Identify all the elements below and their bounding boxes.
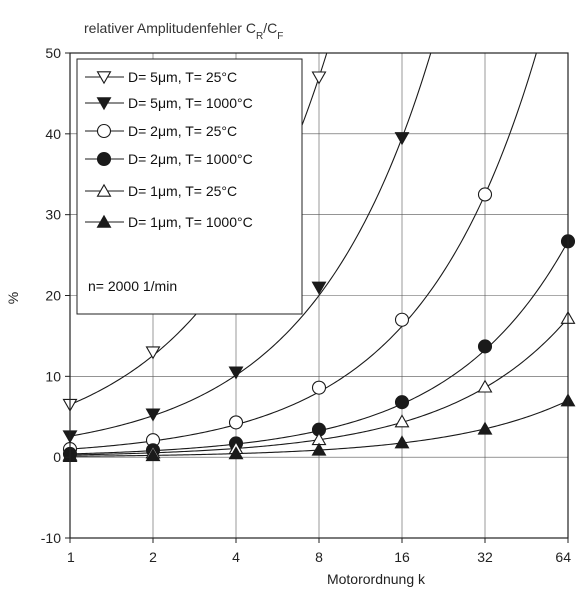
legend-annotation: n= 2000 1/min <box>88 278 177 294</box>
x-tick-label: 4 <box>232 549 240 565</box>
y-tick-labels: -10 0 10 20 30 40 50 <box>41 45 70 546</box>
x-tick-label: 16 <box>394 549 410 565</box>
data-point-series-6 <box>311 442 327 456</box>
data-point-series-1 <box>145 346 161 360</box>
data-point-series-3 <box>394 312 410 327</box>
legend: D= 5μm, T= 25°C D= 5μm, T= 1000°C D= 2μm, … <box>76 58 303 315</box>
legend-label: D= 5μm, T= 1000°C <box>128 95 253 111</box>
legend-label: D= 2μm, T= 25°C <box>128 123 237 139</box>
y-tick-label: -10 <box>41 530 61 546</box>
legend-marker <box>96 123 112 139</box>
legend-label: D= 5μm, T= 25°C <box>128 69 237 85</box>
chart-title: relativer Amplitudenfehler CR/CF <box>84 20 283 42</box>
x-tick-labels: 1 2 4 8 16 32 64 <box>67 538 571 565</box>
legend-marker <box>96 151 112 167</box>
y-tick-label: 50 <box>45 45 61 61</box>
y-axis-label: % <box>5 292 21 304</box>
data-point-series-4 <box>394 395 410 410</box>
data-point-series-3 <box>311 380 327 395</box>
y-tick-label: 0 <box>53 449 61 465</box>
y-tick-label: 40 <box>45 126 61 142</box>
legend-marker <box>96 71 112 85</box>
data-point-series-6 <box>145 448 161 462</box>
legend-label: D= 1μm, T= 1000°C <box>128 214 253 230</box>
legend-marker <box>96 97 112 111</box>
y-tick-label: 10 <box>45 368 61 384</box>
data-point-series-5 <box>394 414 410 428</box>
data-point-series-6 <box>228 446 244 460</box>
data-point-series-6 <box>394 435 410 449</box>
x-tick-label: 8 <box>315 549 323 565</box>
x-tick-label: 32 <box>477 549 493 565</box>
y-tick-label: 20 <box>45 288 61 304</box>
legend-marker <box>96 183 112 197</box>
x-axis-label: Motorordnung k <box>327 571 426 587</box>
data-point-series-5 <box>477 379 493 393</box>
y-tick-label: 30 <box>45 207 61 223</box>
x-tick-label: 1 <box>67 549 75 565</box>
legend-label: D= 2μm, T= 1000°C <box>128 151 253 167</box>
x-tick-label: 64 <box>555 549 571 565</box>
data-point-series-1 <box>311 71 327 85</box>
data-point-series-2 <box>394 132 410 146</box>
legend-marker <box>96 214 112 228</box>
data-point-series-2 <box>145 408 161 422</box>
data-point-series-4 <box>477 339 493 354</box>
series-markers <box>62 71 576 463</box>
data-point-series-6 <box>477 421 493 435</box>
x-tick-label: 2 <box>149 549 157 565</box>
data-point-series-2 <box>228 366 244 380</box>
data-point-series-2 <box>311 281 327 295</box>
data-point-series-3 <box>477 187 493 202</box>
legend-label: D= 1μm, T= 25°C <box>128 183 237 199</box>
data-point-series-3 <box>228 415 244 430</box>
legend-box <box>76 58 303 315</box>
